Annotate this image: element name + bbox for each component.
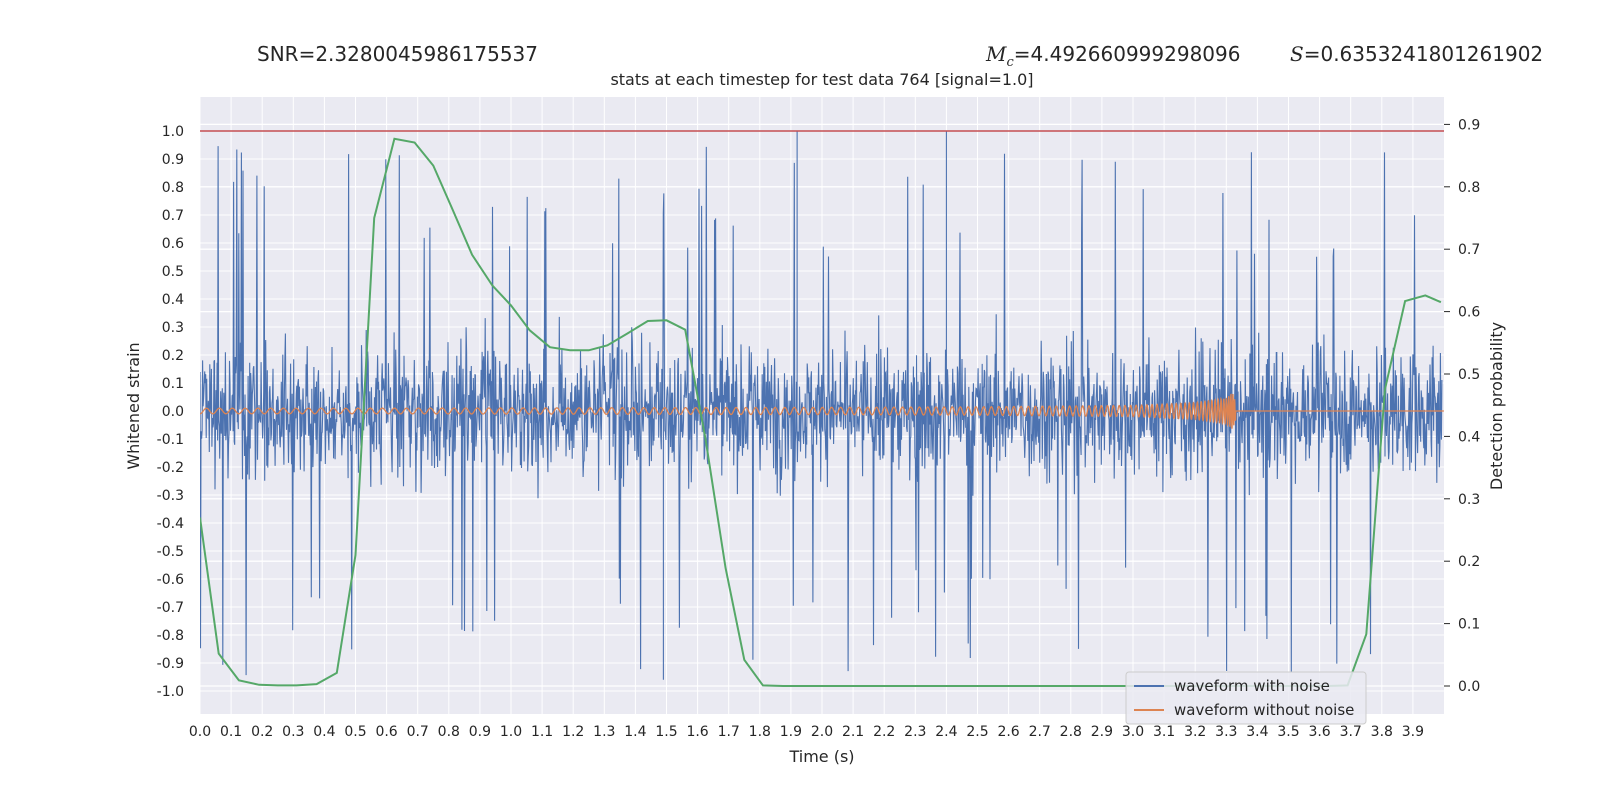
x-tick-label: 0.5 <box>344 724 366 740</box>
y-axis-right-label: Detection probability <box>1487 322 1506 490</box>
y-left-tick-label: 0.6 <box>162 236 184 252</box>
x-tick-label: 0.0 <box>189 724 211 740</box>
chirp-mass-value: 4.492660999298096 <box>1030 42 1241 66</box>
y-left-tick-label: 0.3 <box>162 320 184 336</box>
x-tick-label: 3.5 <box>1277 724 1299 740</box>
y-left-tick-label: -0.1 <box>157 432 184 448</box>
x-tick-label: 0.3 <box>282 724 304 740</box>
y-left-tick-label: -0.4 <box>157 516 184 532</box>
x-tick-label: 2.1 <box>842 724 864 740</box>
x-tick-label: 2.5 <box>966 724 988 740</box>
y-left-tick-label: -0.8 <box>157 628 184 644</box>
x-tick-label: 1.5 <box>655 724 677 740</box>
y-left-tick-label: -0.9 <box>157 656 184 672</box>
x-tick-label: 2.6 <box>997 724 1019 740</box>
legend: waveform with noise waveform without noi… <box>1125 671 1367 725</box>
y-left-tick-label: 0.1 <box>162 376 184 392</box>
y-left-tick-label: 0.4 <box>162 292 184 308</box>
x-tick-label: 3.0 <box>1122 724 1144 740</box>
s-value: 0.6353241801261902 <box>1320 42 1544 66</box>
y-axis-right-ticks: 0.9 0.8 0.7 0.6 0.5 0.4 0.3 0.2 0.1 0.0 <box>1444 117 1480 695</box>
x-tick-label: 0.6 <box>375 724 397 740</box>
x-tick-label: 3.4 <box>1246 724 1268 740</box>
x-tick-label: 0.7 <box>407 724 429 740</box>
x-tick-label: 3.3 <box>1215 724 1237 740</box>
y-left-tick-label: -0.7 <box>157 600 184 616</box>
x-tick-label: 2.8 <box>1060 724 1082 740</box>
snr-label: SNR <box>257 42 299 66</box>
y-left-tick-label: 1.0 <box>162 124 184 140</box>
x-tick-label: 1.8 <box>749 724 771 740</box>
x-tick-label: 2.0 <box>811 724 833 740</box>
x-axis-label: Time (s) <box>788 747 854 766</box>
y-axis-left-ticks: 1.0 0.9 0.8 0.7 0.6 0.5 0.4 0.3 0.2 0.1 0.0 -0.1 -0.… <box>157 124 184 700</box>
y-right-tick-label: 0.3 <box>1458 492 1480 508</box>
series-waveform-without-noise <box>200 393 1444 429</box>
snr-value: 2.3280045986175537 <box>315 42 539 66</box>
x-tick-label: 2.9 <box>1091 724 1113 740</box>
y-right-tick-label: 0.2 <box>1458 554 1480 570</box>
legend-box <box>1125 671 1367 725</box>
y-left-tick-label: 0.2 <box>162 348 184 364</box>
x-axis-ticks: 0.0 0.1 0.2 0.3 0.4 0.5 0.6 0.7 0.8 0.9 1.0 1.1 1.2 1… <box>189 724 1424 740</box>
x-tick-label: 2.7 <box>1029 724 1051 740</box>
x-tick-label: 1.7 <box>718 724 740 740</box>
y-right-tick-label: 0.0 <box>1458 679 1480 695</box>
chirp-mass-header: Mc=4.492660999298096 <box>986 42 1241 70</box>
x-tick-label: 3.8 <box>1371 724 1393 740</box>
y-axis-left-label: Whitened strain <box>124 342 143 469</box>
x-tick-label: 1.9 <box>780 724 802 740</box>
s-symbol: S <box>1290 42 1304 66</box>
x-tick-label: 2.3 <box>904 724 926 740</box>
y-right-tick-label: 0.9 <box>1458 117 1480 133</box>
x-tick-label: 2.2 <box>873 724 895 740</box>
x-tick-label: 1.0 <box>500 724 522 740</box>
x-tick-label: 1.2 <box>562 724 584 740</box>
x-tick-label: 3.2 <box>1184 724 1206 740</box>
x-tick-label: 0.2 <box>251 724 273 740</box>
y-left-tick-label: 0.8 <box>162 180 184 196</box>
legend-label-noise: waveform with noise <box>1174 677 1330 695</box>
s-header: S=0.6353241801261902 <box>1290 42 1544 66</box>
chirp-mass-symbol: M <box>986 42 1007 66</box>
x-tick-label: 1.3 <box>593 724 615 740</box>
chart-title: stats at each timestep for test data 764… <box>610 70 1034 89</box>
x-tick-label: 3.9 <box>1402 724 1424 740</box>
x-tick-label: 2.4 <box>935 724 957 740</box>
y-right-tick-label: 0.6 <box>1458 305 1480 321</box>
y-left-tick-label: -0.2 <box>157 460 184 476</box>
y-left-tick-label: -0.5 <box>157 544 184 560</box>
y-left-tick-label: -0.3 <box>157 488 184 504</box>
y-left-tick-label: 0.0 <box>162 404 184 420</box>
legend-label-clean: waveform without noise <box>1174 701 1354 719</box>
y-right-tick-label: 0.8 <box>1458 180 1480 196</box>
x-tick-label: 3.6 <box>1308 724 1330 740</box>
x-tick-label: 1.6 <box>686 724 708 740</box>
x-tick-label: 0.1 <box>220 724 242 740</box>
y-right-tick-label: 0.1 <box>1458 617 1480 633</box>
x-tick-label: 1.4 <box>624 724 646 740</box>
series-waveform-with-noise <box>200 131 1443 680</box>
x-tick-label: 3.1 <box>1153 724 1175 740</box>
snr-header: SNR=2.3280045986175537 <box>257 42 539 66</box>
y-right-tick-label: 0.7 <box>1458 242 1480 258</box>
chirp-mass-subscript: c <box>1006 55 1014 70</box>
x-tick-label: 0.9 <box>469 724 491 740</box>
x-tick-label: 0.4 <box>313 724 335 740</box>
y-right-tick-label: 0.4 <box>1458 429 1480 445</box>
y-left-tick-label: -1.0 <box>157 684 184 700</box>
y-left-tick-label: 0.5 <box>162 264 184 280</box>
y-left-tick-label: 0.7 <box>162 208 184 224</box>
y-right-tick-label: 0.5 <box>1458 367 1480 383</box>
x-tick-label: 3.7 <box>1340 724 1362 740</box>
x-tick-label: 1.1 <box>531 724 553 740</box>
y-left-tick-label: 0.9 <box>162 152 184 168</box>
y-left-tick-label: -0.6 <box>157 572 184 588</box>
x-tick-label: 0.8 <box>438 724 460 740</box>
